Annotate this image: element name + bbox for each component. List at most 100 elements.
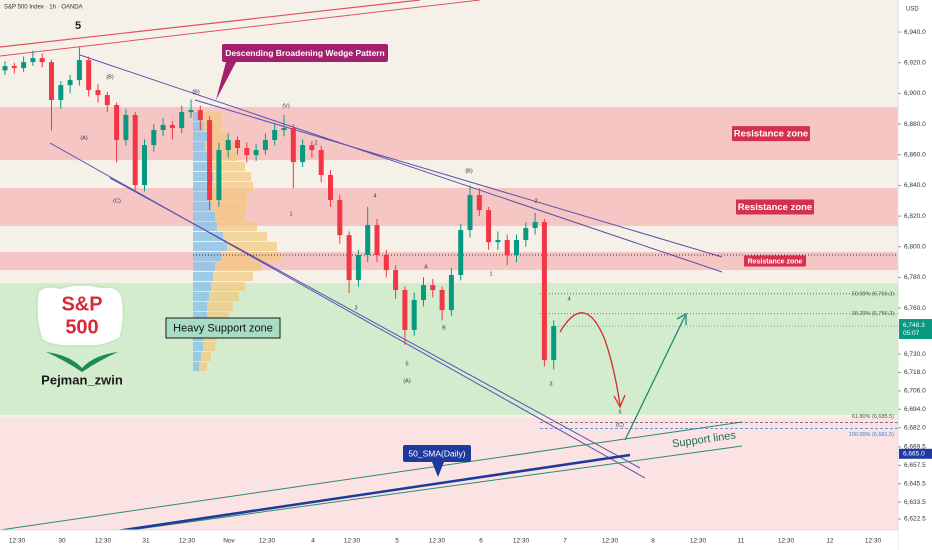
profile-bar bbox=[193, 162, 211, 171]
currency: USD bbox=[906, 7, 919, 13]
candle-body bbox=[235, 140, 240, 148]
x-tick-label: 12:30 bbox=[259, 538, 276, 545]
profile-bar bbox=[223, 232, 267, 241]
profile-bar bbox=[193, 282, 211, 291]
wave-label: (B) bbox=[465, 168, 473, 174]
wedge-line bbox=[79, 54, 723, 273]
profile-bar bbox=[193, 232, 223, 241]
arrow-head bbox=[613, 394, 626, 409]
candle-body bbox=[49, 62, 54, 100]
profile-bar bbox=[211, 202, 247, 211]
logo-bottom: 500 bbox=[65, 316, 98, 338]
x-tick-label: 5 bbox=[395, 538, 399, 545]
zone-label-box bbox=[165, 317, 281, 339]
zone-label: Resistance zone bbox=[734, 129, 808, 140]
channel-line bbox=[0, 0, 421, 48]
candle-body bbox=[411, 299, 417, 331]
author: Pejman_zwin bbox=[41, 372, 123, 387]
wave-label: (C) bbox=[113, 198, 121, 204]
candle-body bbox=[448, 274, 454, 311]
candle-body bbox=[309, 145, 315, 150]
sma-line bbox=[89, 453, 631, 537]
logo-top: S&P bbox=[61, 293, 102, 315]
candle-body bbox=[169, 124, 175, 129]
candle-body bbox=[11, 66, 17, 69]
x-tick-label: 12:30 bbox=[778, 538, 795, 545]
profile-bar bbox=[209, 152, 237, 161]
logo-emblem bbox=[46, 352, 118, 372]
profile-bar bbox=[207, 132, 229, 141]
y-tick-label: 6,622.5 bbox=[904, 516, 926, 523]
candle-body bbox=[188, 110, 194, 113]
profile-bar bbox=[193, 242, 227, 251]
x-tick-label: Nov bbox=[223, 538, 235, 545]
profile-bar bbox=[193, 132, 207, 141]
candle-body bbox=[541, 222, 547, 361]
candle-body bbox=[300, 145, 306, 163]
sma-pointer bbox=[432, 462, 444, 477]
wave-label: B bbox=[442, 325, 446, 331]
profile-bar bbox=[193, 182, 209, 191]
candle-body bbox=[262, 140, 268, 150]
candle-body bbox=[318, 149, 324, 175]
profile-bar bbox=[193, 192, 207, 201]
fib-label: 61.80% (6,685.5) bbox=[852, 414, 894, 420]
x-tick-label: 12 bbox=[826, 538, 834, 545]
profile-bar bbox=[209, 182, 253, 191]
axes: 6,940.0 6,920.0 6,900.0 6,880.0 6,860.0 6,840… bbox=[9, 29, 932, 545]
arrow-head bbox=[676, 312, 687, 325]
countdown: 05:07 bbox=[903, 330, 920, 337]
candle-body bbox=[179, 112, 185, 129]
wave-label: 4 bbox=[373, 193, 376, 199]
candle-body bbox=[281, 128, 287, 131]
y-tick-label: 6,940.0 bbox=[904, 29, 926, 36]
y-tick-label: 6,920.0 bbox=[904, 59, 926, 66]
wave-label: (B) bbox=[106, 74, 114, 80]
profile-bar bbox=[227, 242, 277, 251]
zone-label-box bbox=[744, 255, 806, 267]
profile-bar bbox=[193, 152, 209, 161]
y-tick-label: 6,760.0 bbox=[904, 305, 926, 312]
candle-body bbox=[523, 228, 529, 241]
profile-bar bbox=[215, 212, 245, 221]
x-tick-label: 12:30 bbox=[865, 538, 882, 545]
candle-body bbox=[39, 58, 45, 63]
profile-bar bbox=[193, 272, 213, 281]
candle-body bbox=[207, 120, 213, 200]
x-tick-label: 12:30 bbox=[9, 538, 26, 545]
candle-body bbox=[504, 240, 510, 256]
candle-body bbox=[402, 289, 408, 331]
candle-body bbox=[104, 95, 110, 106]
candle-body bbox=[114, 105, 120, 141]
candle-body bbox=[2, 66, 8, 71]
candle-body bbox=[365, 224, 371, 256]
candle-body bbox=[476, 195, 482, 211]
wave-label: (A) bbox=[403, 378, 411, 384]
x-tick-label: 11 bbox=[738, 538, 745, 545]
wave-label: 3 bbox=[354, 305, 357, 311]
wave-label: (B) bbox=[192, 89, 200, 95]
logo-blob bbox=[35, 283, 125, 348]
x-tick-label: 12:30 bbox=[95, 538, 112, 545]
candle-body bbox=[272, 130, 278, 141]
profile-bar bbox=[211, 282, 245, 291]
projection-arrow-up bbox=[624, 315, 686, 441]
profile-bar bbox=[193, 172, 213, 181]
pattern-pointer bbox=[216, 62, 236, 100]
sma-price-label: 6,665.0 bbox=[903, 451, 925, 458]
trend-lines bbox=[0, 0, 898, 549]
profile-bar bbox=[193, 352, 201, 361]
candle-body bbox=[160, 124, 166, 131]
wave-label: 2 bbox=[534, 198, 537, 204]
sma-box bbox=[403, 445, 471, 462]
wave-label: 1 bbox=[289, 211, 292, 217]
profile-bar bbox=[201, 112, 221, 121]
profile-bar bbox=[193, 122, 203, 131]
candle-body bbox=[67, 80, 73, 86]
candle-body bbox=[76, 60, 82, 81]
x-tick-label: 7 bbox=[563, 538, 567, 545]
profile-bar bbox=[207, 312, 229, 321]
x-tick-label: 12:30 bbox=[602, 538, 619, 545]
profile-bar bbox=[193, 292, 209, 301]
